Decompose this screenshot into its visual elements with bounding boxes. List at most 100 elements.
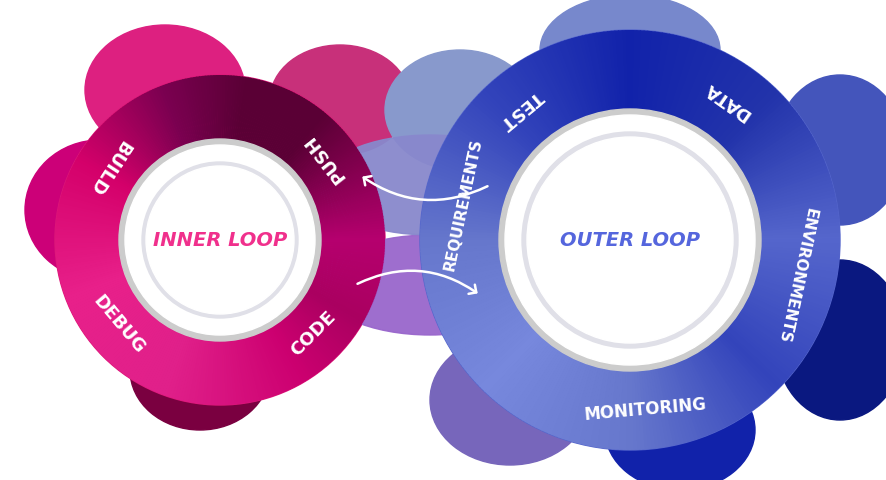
Wedge shape bbox=[524, 56, 566, 128]
Wedge shape bbox=[253, 334, 277, 396]
Wedge shape bbox=[567, 38, 594, 116]
Wedge shape bbox=[316, 196, 380, 216]
Wedge shape bbox=[59, 200, 123, 218]
Wedge shape bbox=[716, 83, 773, 145]
Wedge shape bbox=[293, 129, 344, 174]
Wedge shape bbox=[91, 134, 144, 178]
Wedge shape bbox=[537, 357, 575, 431]
Wedge shape bbox=[255, 333, 283, 394]
Wedge shape bbox=[575, 366, 599, 444]
Wedge shape bbox=[446, 303, 517, 346]
Wedge shape bbox=[74, 287, 133, 321]
Wedge shape bbox=[56, 251, 120, 261]
Ellipse shape bbox=[604, 370, 754, 480]
Wedge shape bbox=[125, 103, 164, 158]
Wedge shape bbox=[71, 165, 131, 197]
Wedge shape bbox=[289, 311, 337, 359]
Wedge shape bbox=[122, 105, 162, 159]
Wedge shape bbox=[689, 54, 731, 126]
Wedge shape bbox=[470, 99, 532, 155]
Wedge shape bbox=[311, 172, 371, 201]
Wedge shape bbox=[739, 128, 809, 173]
Wedge shape bbox=[750, 286, 826, 319]
Wedge shape bbox=[150, 331, 180, 391]
Wedge shape bbox=[455, 120, 523, 168]
Wedge shape bbox=[756, 195, 835, 215]
Wedge shape bbox=[320, 233, 385, 238]
Wedge shape bbox=[728, 104, 792, 158]
Wedge shape bbox=[705, 343, 757, 410]
Wedge shape bbox=[313, 276, 374, 302]
Wedge shape bbox=[424, 193, 502, 214]
Wedge shape bbox=[488, 82, 544, 144]
Wedge shape bbox=[582, 367, 603, 445]
Wedge shape bbox=[431, 165, 508, 196]
Wedge shape bbox=[315, 191, 378, 213]
Wedge shape bbox=[66, 276, 128, 302]
Wedge shape bbox=[58, 261, 122, 278]
Wedge shape bbox=[638, 30, 648, 110]
Wedge shape bbox=[208, 340, 215, 405]
Wedge shape bbox=[430, 172, 507, 201]
Wedge shape bbox=[319, 228, 385, 235]
Wedge shape bbox=[757, 262, 836, 280]
Wedge shape bbox=[304, 152, 361, 189]
Wedge shape bbox=[247, 336, 268, 398]
Wedge shape bbox=[58, 203, 122, 220]
Wedge shape bbox=[55, 237, 120, 241]
Wedge shape bbox=[603, 369, 617, 449]
Wedge shape bbox=[298, 301, 350, 344]
Wedge shape bbox=[188, 77, 202, 142]
Wedge shape bbox=[446, 135, 517, 178]
Wedge shape bbox=[182, 79, 199, 143]
Wedge shape bbox=[654, 367, 674, 446]
Wedge shape bbox=[680, 46, 715, 121]
Wedge shape bbox=[82, 145, 138, 184]
Wedge shape bbox=[746, 294, 820, 332]
Wedge shape bbox=[77, 290, 135, 326]
Wedge shape bbox=[112, 315, 156, 367]
Wedge shape bbox=[306, 289, 363, 325]
Wedge shape bbox=[698, 348, 744, 418]
Wedge shape bbox=[471, 325, 533, 381]
Wedge shape bbox=[561, 363, 590, 440]
Wedge shape bbox=[752, 170, 828, 200]
Wedge shape bbox=[663, 365, 688, 443]
Wedge shape bbox=[58, 206, 122, 221]
Wedge shape bbox=[758, 224, 839, 233]
Wedge shape bbox=[742, 134, 812, 177]
Wedge shape bbox=[462, 318, 527, 370]
Wedge shape bbox=[649, 368, 667, 447]
Wedge shape bbox=[421, 256, 501, 270]
Wedge shape bbox=[595, 32, 611, 112]
Wedge shape bbox=[665, 364, 692, 442]
Wedge shape bbox=[172, 336, 193, 399]
Wedge shape bbox=[65, 274, 127, 300]
Wedge shape bbox=[673, 361, 705, 437]
Wedge shape bbox=[207, 75, 214, 140]
Wedge shape bbox=[110, 314, 155, 365]
Wedge shape bbox=[468, 102, 532, 157]
Wedge shape bbox=[166, 335, 190, 397]
Wedge shape bbox=[67, 173, 128, 202]
Wedge shape bbox=[517, 60, 563, 130]
Wedge shape bbox=[684, 357, 722, 431]
Wedge shape bbox=[465, 105, 530, 159]
Wedge shape bbox=[317, 260, 381, 277]
Wedge shape bbox=[290, 123, 338, 170]
Text: TEST: TEST bbox=[495, 87, 545, 133]
Wedge shape bbox=[753, 275, 831, 301]
Wedge shape bbox=[754, 181, 832, 206]
Wedge shape bbox=[127, 102, 166, 157]
Wedge shape bbox=[647, 32, 662, 112]
Wedge shape bbox=[424, 196, 502, 216]
Wedge shape bbox=[670, 363, 699, 440]
Wedge shape bbox=[198, 76, 209, 141]
Wedge shape bbox=[268, 326, 303, 384]
Wedge shape bbox=[431, 282, 508, 313]
Wedge shape bbox=[426, 272, 504, 295]
Wedge shape bbox=[111, 114, 156, 165]
Wedge shape bbox=[155, 332, 183, 393]
Wedge shape bbox=[221, 75, 226, 140]
Ellipse shape bbox=[430, 335, 589, 465]
